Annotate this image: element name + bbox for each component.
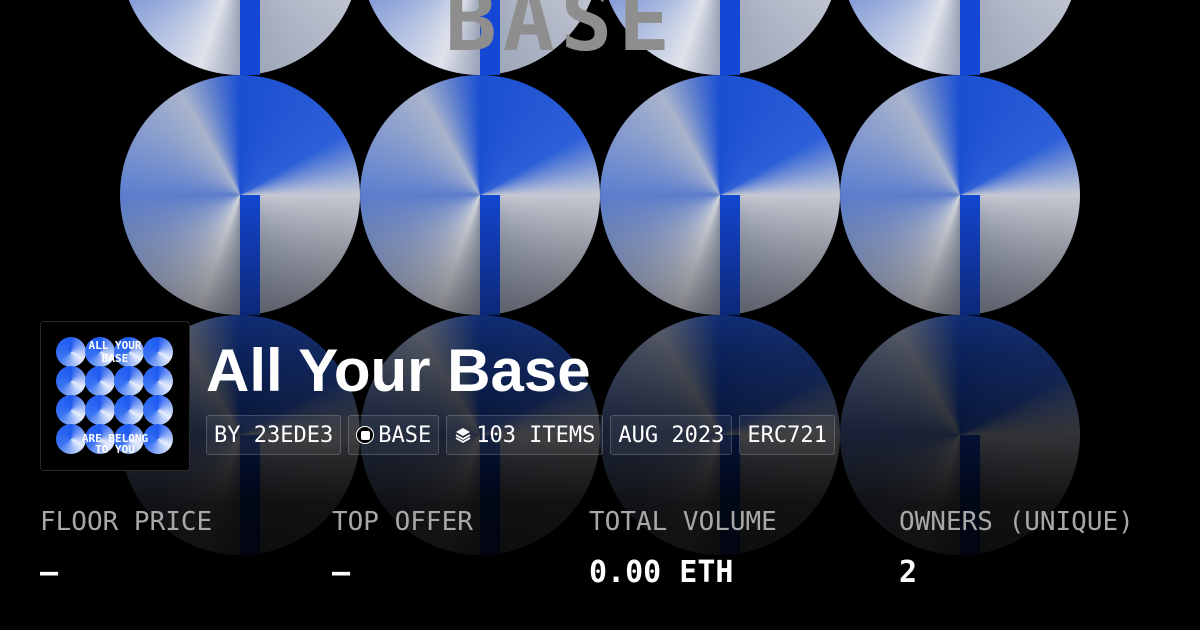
thumbnail-circle xyxy=(56,366,86,396)
thumbnail-text: BASE xyxy=(101,352,129,365)
stat-owners: OWNERS (UNIQUE) 2 xyxy=(899,505,1134,593)
thumbnail-circle xyxy=(114,395,144,425)
thumbnail-text: TO YOU xyxy=(95,443,135,456)
stat-label: FLOOR PRICE xyxy=(40,507,213,537)
stat-value: 0.00 ETH xyxy=(589,555,734,590)
thumbnail-circle xyxy=(85,337,115,367)
thumbnail-circle xyxy=(85,395,115,425)
date-label: AUG 2023 xyxy=(618,422,725,448)
thumbnail-circle xyxy=(143,366,173,396)
thumbnail-circle xyxy=(85,366,115,396)
date-tag: AUG 2023 xyxy=(610,415,733,455)
thumbnail-circle xyxy=(56,337,86,367)
thumbnail-circle xyxy=(114,424,144,454)
creator-tag[interactable]: BY 23EDE3 xyxy=(206,415,342,455)
collection-title: All Your Base xyxy=(206,337,591,404)
banner-base-text: BASE xyxy=(445,0,677,71)
stat-label: OWNERS (UNIQUE) xyxy=(899,507,1134,537)
stat-value: – xyxy=(332,555,351,590)
collection-thumbnail: ALL YOUR BASE ARE BELONG TO YOU xyxy=(40,321,190,471)
thumbnail-text: ARE BELONG xyxy=(81,432,149,445)
thumbnail-text: ALL YOUR xyxy=(88,339,142,352)
stat-top-offer: TOP OFFER – xyxy=(332,505,473,593)
standard-label: ERC721 xyxy=(747,422,827,448)
stat-total-volume: TOTAL VOLUME 0.00 ETH xyxy=(589,505,777,593)
items-tag: 103 ITEMS xyxy=(446,415,604,455)
creator-label: BY 23EDE3 xyxy=(214,422,334,448)
chain-label: BASE xyxy=(378,422,432,448)
thumbnail-circle xyxy=(114,366,144,396)
standard-tag: ERC721 xyxy=(739,415,835,455)
base-chain-icon xyxy=(356,426,375,444)
stat-label: TOP OFFER xyxy=(332,507,473,537)
stat-floor-price: FLOOR PRICE – xyxy=(40,505,212,593)
collection-tags: BY 23EDE3 BASE 103 ITEMS AUG 2023 ERC721 xyxy=(206,415,835,455)
layers-icon xyxy=(455,428,471,444)
items-label: 103 ITEMS xyxy=(476,422,596,448)
stat-value: – xyxy=(40,555,59,590)
thumbnail-circle xyxy=(143,424,173,454)
thumbnail-circle xyxy=(143,395,173,425)
stat-value: 2 xyxy=(899,555,918,590)
thumbnail-circle xyxy=(85,424,115,454)
chain-tag[interactable]: BASE xyxy=(348,415,440,455)
thumbnail-circle xyxy=(114,337,144,367)
stat-label: TOTAL VOLUME xyxy=(589,507,777,537)
thumbnail-circle xyxy=(56,395,86,425)
thumbnail-circle xyxy=(56,424,86,454)
thumbnail-circle xyxy=(143,337,173,367)
